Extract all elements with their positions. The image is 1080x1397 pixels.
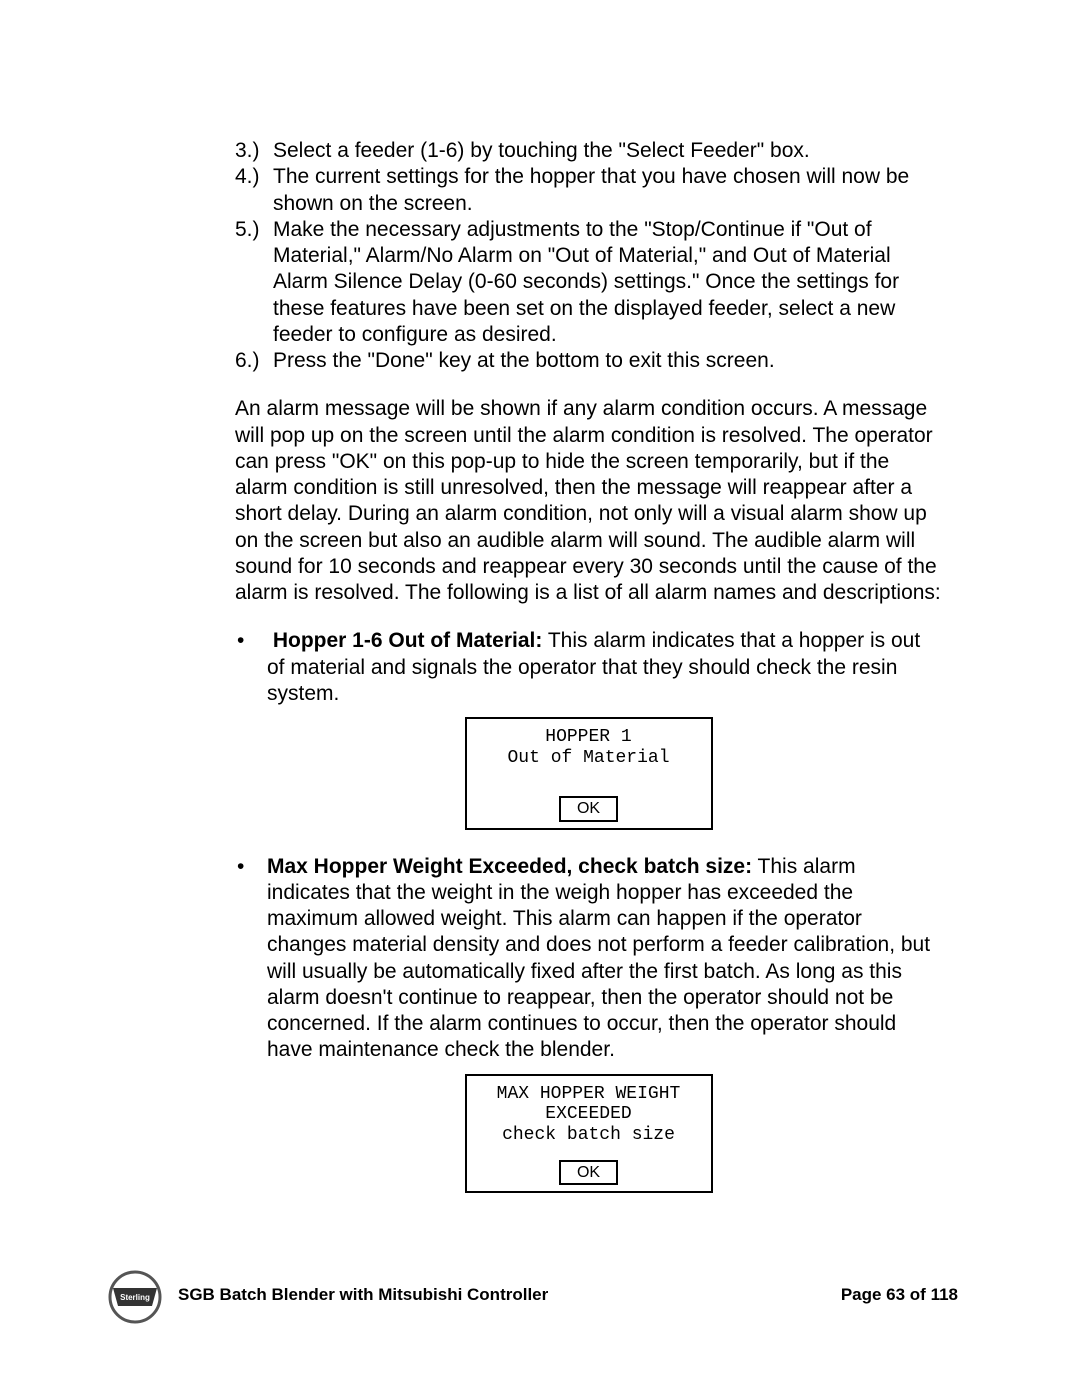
page-footer: SGB Batch Blender with Mitsubishi Contro…: [178, 1284, 958, 1305]
bullet-body: This alarm indicates that the weight in …: [267, 855, 930, 1062]
page-content: 3.) Select a feeder (1-6) by touching th…: [235, 138, 942, 1217]
bullet-max-weight: • Max Hopper Weight Exceeded, check batc…: [235, 854, 942, 1064]
step-6: 6.) Press the "Done" key at the bottom t…: [235, 348, 942, 374]
alarm-message: MAX HOPPER WEIGHT EXCEEDED check batch s…: [473, 1084, 705, 1146]
alarm-message: HOPPER 1 Out of Material: [473, 727, 705, 768]
step-4: 4.) The current settings for the hopper …: [235, 164, 942, 217]
bullet-hopper-out: • Hopper 1-6 Out of Material: This alarm…: [235, 628, 942, 707]
step-number: 4.): [235, 164, 273, 217]
ok-wrap: OK: [473, 796, 705, 821]
ok-wrap: OK: [473, 1160, 705, 1185]
numbered-steps: 3.) Select a feeder (1-6) by touching th…: [235, 138, 942, 374]
alarm-paragraph: An alarm message will be shown if any al…: [235, 396, 942, 606]
step-number: 6.): [235, 348, 273, 374]
dialog-hopper-out: HOPPER 1 Out of Material OK: [235, 717, 942, 830]
step-text: Press the "Done" key at the bottom to ex…: [273, 348, 942, 374]
footer-page: Page 63 of 118: [841, 1284, 958, 1305]
bullet-title: Hopper 1-6 Out of Material:: [273, 629, 543, 652]
logo-text: Sterling: [120, 1293, 150, 1302]
bullet-title: Max Hopper Weight Exceeded, check batch …: [267, 855, 752, 878]
bullet-list: • Hopper 1-6 Out of Material: This alarm…: [235, 628, 942, 707]
bullet-text: Hopper 1-6 Out of Material: This alarm i…: [267, 628, 942, 707]
ok-button[interactable]: OK: [559, 1160, 618, 1185]
bullet-text: Max Hopper Weight Exceeded, check batch …: [267, 854, 942, 1064]
step-number: 3.): [235, 138, 273, 164]
step-text: Make the necessary adjustments to the "S…: [273, 217, 942, 348]
step-number: 5.): [235, 217, 273, 348]
step-text: Select a feeder (1-6) by touching the "S…: [273, 138, 942, 164]
step-text: The current settings for the hopper that…: [273, 164, 942, 217]
step-3: 3.) Select a feeder (1-6) by touching th…: [235, 138, 942, 164]
bullet-icon: •: [235, 628, 267, 707]
dialog-max-weight: MAX HOPPER WEIGHT EXCEEDED check batch s…: [235, 1074, 942, 1193]
footer-title: SGB Batch Blender with Mitsubishi Contro…: [178, 1284, 548, 1305]
bullet-icon: •: [235, 854, 267, 1064]
ok-button[interactable]: OK: [559, 796, 618, 821]
bullet-list-2: • Max Hopper Weight Exceeded, check batc…: [235, 854, 942, 1064]
sterling-logo-icon: Sterling: [108, 1270, 162, 1324]
step-5: 5.) Make the necessary adjustments to th…: [235, 217, 942, 348]
alarm-dialog: MAX HOPPER WEIGHT EXCEEDED check batch s…: [465, 1074, 713, 1193]
alarm-dialog: HOPPER 1 Out of Material OK: [465, 717, 713, 830]
